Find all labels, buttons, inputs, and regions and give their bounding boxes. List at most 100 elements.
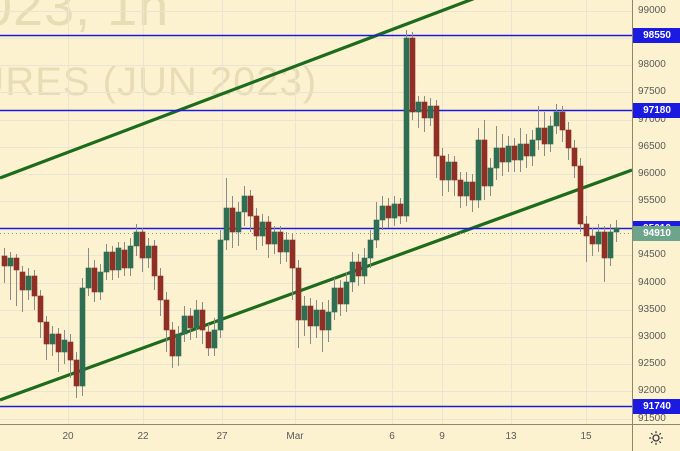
candle[interactable] [487,158,494,196]
candle[interactable] [97,264,104,300]
price-level-badge[interactable]: 91740 [633,399,680,414]
candle[interactable] [49,326,56,356]
candle[interactable] [391,196,398,226]
candle[interactable] [571,140,578,178]
candle[interactable] [277,226,284,264]
candle[interactable] [295,260,302,348]
candle[interactable] [109,246,116,280]
candle[interactable] [349,252,356,292]
candle[interactable] [13,254,20,306]
candle[interactable] [373,202,380,248]
candle[interactable] [505,136,512,172]
candle[interactable] [367,230,374,268]
candle[interactable] [469,174,476,212]
candle[interactable] [307,298,314,344]
candle[interactable] [43,316,50,360]
candle[interactable] [25,268,32,300]
candle[interactable] [433,100,440,178]
candle[interactable] [439,148,446,196]
candle[interactable] [205,324,212,356]
candle[interactable] [301,296,308,336]
gear-icon[interactable] [648,430,664,446]
candle[interactable] [613,220,620,242]
candle[interactable] [139,228,146,272]
candle[interactable] [451,156,458,196]
candle[interactable] [253,208,260,250]
candle[interactable] [529,130,536,166]
candle[interactable] [343,272,350,312]
candle[interactable] [421,96,428,132]
candle[interactable] [457,172,464,208]
candle[interactable] [337,280,344,316]
candle[interactable] [577,158,584,232]
price-level-badge[interactable]: 98550 [633,28,680,43]
candle[interactable] [127,238,134,276]
candle[interactable] [211,318,218,356]
candle[interactable] [445,154,452,192]
candle[interactable] [61,330,68,364]
candle[interactable] [133,224,140,256]
candle[interactable] [169,322,176,368]
candle[interactable] [103,244,110,280]
candle[interactable] [37,290,44,338]
candle[interactable] [409,32,416,120]
candle[interactable] [361,248,368,284]
candle[interactable] [247,190,254,232]
candle[interactable] [541,112,548,156]
candle[interactable] [595,224,602,252]
candle[interactable] [385,198,392,228]
candle[interactable] [463,172,470,206]
candle[interactable] [115,242,122,278]
candle[interactable] [181,306,188,342]
candle[interactable] [283,232,290,262]
candle[interactable] [199,302,206,344]
time-axis[interactable]: 20 22 27 Mar 6 9 13 15 [0,424,632,451]
candle[interactable] [259,214,266,246]
candle[interactable] [517,128,524,172]
candle[interactable] [55,328,62,372]
candle[interactable] [535,106,542,150]
horizontal-price-levels[interactable] [0,34,632,408]
candle[interactable] [271,226,278,254]
candle[interactable] [151,240,158,290]
candle[interactable] [493,126,500,180]
candle[interactable] [289,234,296,300]
chart-plot-area[interactable]: 023, 1h TURES (JUN 2023) [0,0,632,424]
candle[interactable] [121,242,128,276]
candle[interactable] [583,216,590,262]
candle[interactable] [427,98,434,126]
candle[interactable] [499,134,506,176]
candle[interactable] [415,96,422,128]
candle[interactable] [397,198,404,224]
candle[interactable] [19,266,26,312]
candle[interactable] [7,252,14,300]
candle[interactable] [235,202,242,246]
candle[interactable] [331,278,338,320]
candle[interactable] [175,326,182,366]
candle[interactable] [511,138,518,172]
candle[interactable] [31,270,38,310]
candle[interactable] [193,300,200,338]
current-price-badge[interactable]: 94910 [633,226,680,241]
candle[interactable] [319,302,326,352]
candle[interactable] [325,300,332,342]
candle[interactable] [187,308,194,340]
price-level-badge[interactable]: 97180 [633,103,680,118]
candle[interactable] [475,128,482,208]
candle[interactable] [565,122,572,160]
candle[interactable] [145,238,152,268]
candle[interactable] [73,352,80,398]
candle[interactable] [601,226,608,282]
candle[interactable] [589,228,596,256]
trend-channel[interactable] [0,0,632,402]
candle[interactable] [523,134,530,168]
candle[interactable] [1,248,8,283]
price-axis[interactable]: 9900098500980009750097000965009600095500… [632,0,680,424]
candle[interactable] [79,278,86,396]
candle[interactable] [67,334,74,378]
candle[interactable] [313,300,320,338]
candle[interactable] [241,186,248,226]
candle[interactable] [229,196,236,248]
candle[interactable] [559,106,566,142]
candle[interactable] [223,178,230,250]
